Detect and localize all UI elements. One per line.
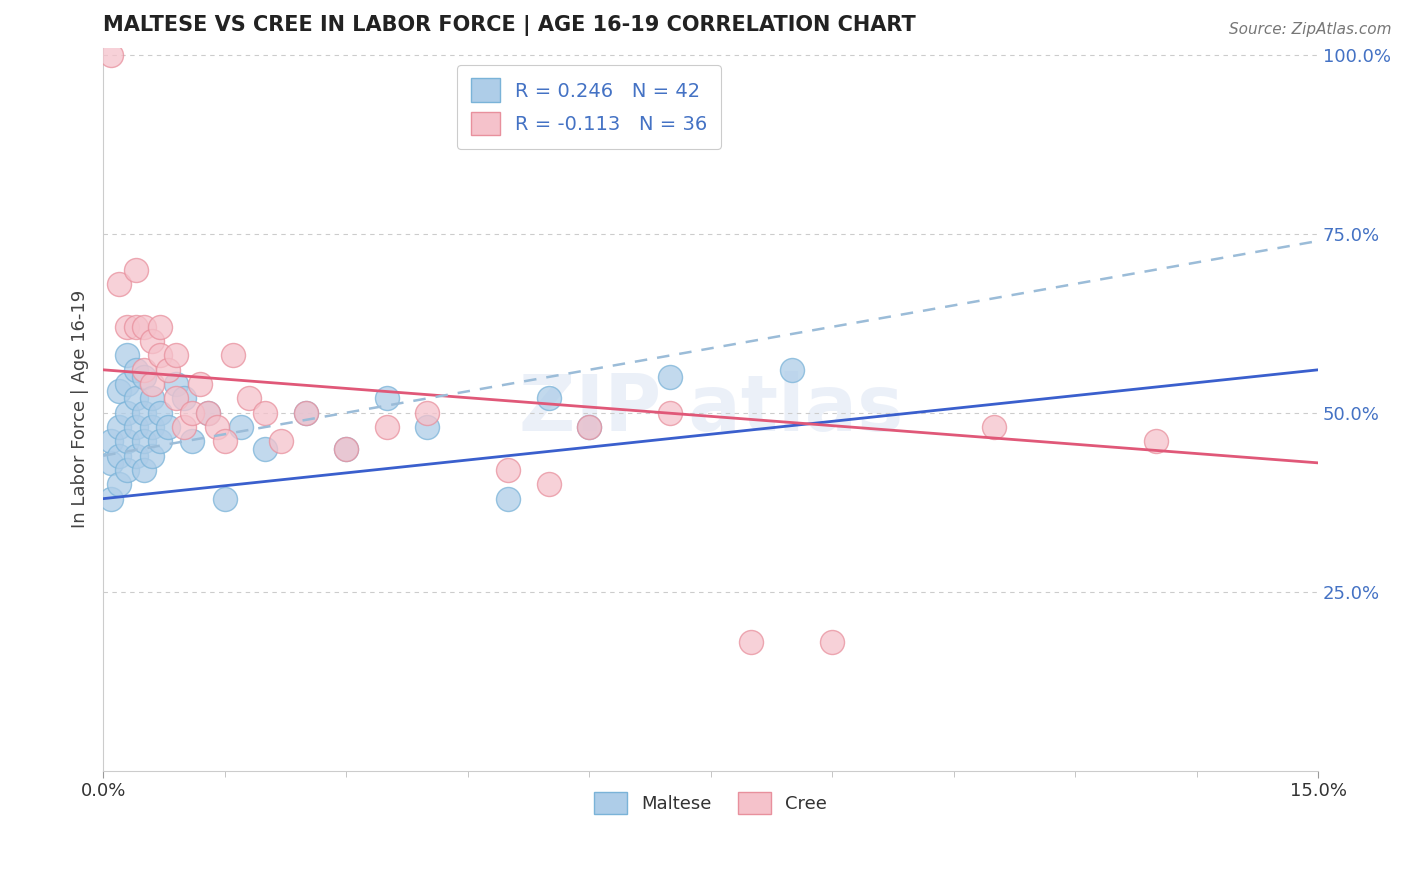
Point	[578, 420, 600, 434]
Point	[100, 491, 122, 506]
Point	[108, 477, 131, 491]
Point	[141, 377, 163, 392]
Point	[578, 420, 600, 434]
Point	[141, 449, 163, 463]
Y-axis label: In Labor Force | Age 16-19: In Labor Force | Age 16-19	[72, 290, 89, 528]
Point	[659, 406, 682, 420]
Point	[173, 392, 195, 406]
Point	[149, 319, 172, 334]
Point	[181, 406, 204, 420]
Point	[108, 384, 131, 399]
Point	[156, 363, 179, 377]
Point	[1144, 434, 1167, 449]
Point	[222, 349, 245, 363]
Point	[132, 370, 155, 384]
Point	[100, 434, 122, 449]
Point	[124, 420, 146, 434]
Point	[375, 392, 398, 406]
Point	[141, 420, 163, 434]
Point	[205, 420, 228, 434]
Point	[335, 442, 357, 456]
Point	[165, 392, 187, 406]
Point	[108, 420, 131, 434]
Point	[156, 420, 179, 434]
Point	[117, 377, 139, 392]
Point	[149, 434, 172, 449]
Point	[254, 442, 277, 456]
Point	[132, 463, 155, 477]
Point	[100, 456, 122, 470]
Point	[335, 442, 357, 456]
Point	[132, 406, 155, 420]
Text: MALTESE VS CREE IN LABOR FORCE | AGE 16-19 CORRELATION CHART: MALTESE VS CREE IN LABOR FORCE | AGE 16-…	[103, 15, 915, 36]
Point	[124, 262, 146, 277]
Point	[229, 420, 252, 434]
Point	[117, 463, 139, 477]
Point	[124, 363, 146, 377]
Point	[124, 319, 146, 334]
Point	[238, 392, 260, 406]
Point	[165, 349, 187, 363]
Point	[124, 449, 146, 463]
Point	[214, 491, 236, 506]
Point	[117, 434, 139, 449]
Point	[659, 370, 682, 384]
Point	[100, 47, 122, 62]
Point	[188, 377, 211, 392]
Text: Source: ZipAtlas.com: Source: ZipAtlas.com	[1229, 22, 1392, 37]
Legend: Maltese, Cree: Maltese, Cree	[582, 780, 839, 827]
Point	[496, 463, 519, 477]
Point	[108, 449, 131, 463]
Point	[197, 406, 219, 420]
Point	[270, 434, 292, 449]
Point	[165, 377, 187, 392]
Point	[496, 491, 519, 506]
Point	[375, 420, 398, 434]
Point	[108, 277, 131, 291]
Point	[124, 392, 146, 406]
Point	[117, 406, 139, 420]
Point	[149, 349, 172, 363]
Point	[141, 392, 163, 406]
Point	[117, 349, 139, 363]
Point	[141, 334, 163, 348]
Point	[983, 420, 1005, 434]
Point	[132, 319, 155, 334]
Point	[132, 434, 155, 449]
Point	[173, 420, 195, 434]
Point	[416, 420, 439, 434]
Point	[181, 434, 204, 449]
Point	[821, 635, 844, 649]
Point	[254, 406, 277, 420]
Point	[780, 363, 803, 377]
Point	[197, 406, 219, 420]
Point	[149, 406, 172, 420]
Point	[294, 406, 316, 420]
Point	[416, 406, 439, 420]
Point	[117, 319, 139, 334]
Point	[740, 635, 762, 649]
Point	[537, 392, 560, 406]
Point	[537, 477, 560, 491]
Point	[294, 406, 316, 420]
Point	[214, 434, 236, 449]
Point	[132, 363, 155, 377]
Text: ZIP atlas: ZIP atlas	[519, 371, 903, 447]
